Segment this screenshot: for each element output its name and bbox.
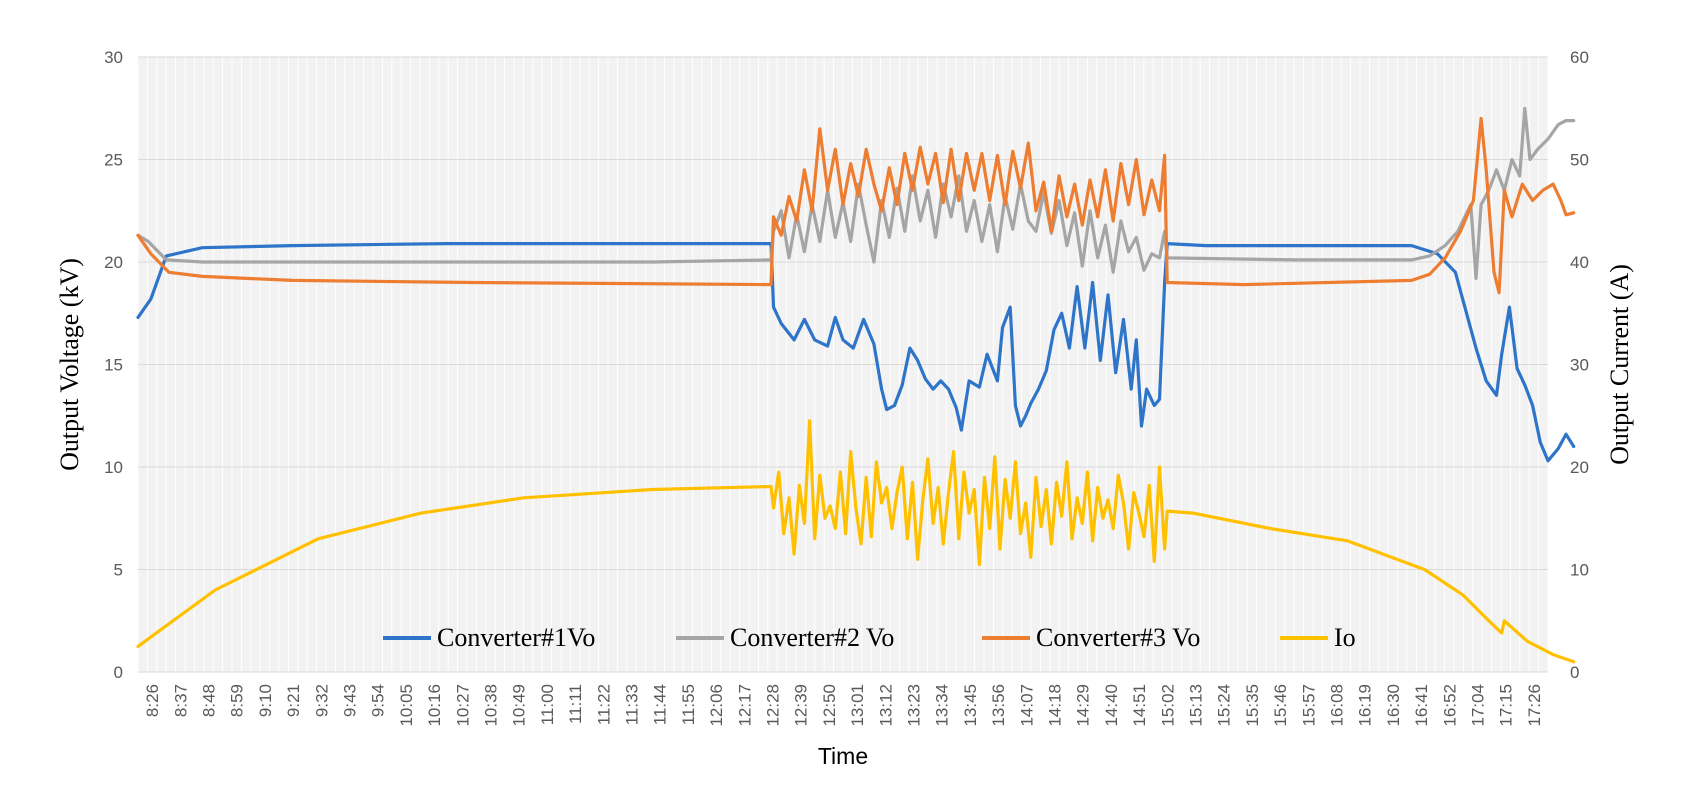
- x-tick-label: 14:40: [1102, 684, 1121, 727]
- x-tick-label: 16:52: [1440, 684, 1459, 727]
- x-tick-label: 15:13: [1187, 684, 1206, 727]
- x-tick-label: 11:22: [594, 684, 613, 725]
- x-tick-label: 11:00: [538, 684, 557, 725]
- x-tick-label: 12:50: [820, 684, 839, 727]
- series-line-converter-2-vo: [136, 106, 1576, 280]
- series-line-converter-3-vo: [136, 116, 1576, 295]
- y-left-tick-label: 5: [114, 561, 123, 580]
- x-tick-label: 16:19: [1356, 684, 1375, 727]
- x-tick-label: 11:11: [566, 684, 585, 724]
- x-tick-label: 16:41: [1412, 684, 1431, 727]
- x-tick-label: 15:57: [1299, 684, 1318, 727]
- x-tick-label: 15:46: [1271, 684, 1290, 727]
- x-tick-label: 13:34: [933, 684, 952, 727]
- x-tick-label: 9:54: [369, 684, 388, 717]
- x-tick-label: 9:43: [341, 684, 360, 717]
- x-tick-label: 10:49: [510, 684, 529, 727]
- x-tick-label: 8:37: [171, 684, 190, 717]
- x-tick-label: 13:01: [848, 684, 867, 727]
- x-tick-label: 17:26: [1525, 684, 1544, 727]
- x-tick-label: 15:35: [1243, 684, 1262, 727]
- x-tick-label: 13:56: [989, 684, 1008, 727]
- x-tick-label: 16:30: [1384, 684, 1403, 727]
- x-tick-label: 9:32: [312, 684, 331, 717]
- x-tick-label: 13:45: [961, 684, 980, 727]
- legend: Converter#1Vo Converter#2 Vo Converter#3 V…: [383, 623, 1356, 652]
- x-axis-title: Time: [818, 743, 868, 769]
- y-left-tick-label: 10: [104, 458, 123, 477]
- x-tick-label: 9:10: [256, 684, 275, 717]
- y-left-tick-label: 0: [114, 663, 123, 682]
- x-tick-label: 10:16: [425, 684, 444, 727]
- y-right-axis-title: Output Current (A): [1605, 264, 1634, 465]
- x-tick-label: 8:48: [200, 684, 219, 717]
- legend-label: Converter#1Vo: [437, 623, 595, 652]
- x-tick-label: 15:02: [1158, 684, 1177, 727]
- y-left-tick-label: 20: [104, 253, 123, 272]
- x-tick-label: 12:06: [707, 684, 726, 727]
- x-tick-label: 13:23: [905, 684, 924, 727]
- x-tick-label: 10:27: [453, 684, 472, 727]
- series-line-io: [136, 419, 1576, 664]
- y-left-tick-label: 30: [104, 48, 123, 67]
- x-tick-label: 8:59: [228, 684, 247, 717]
- y-right-tick-label: 50: [1570, 151, 1589, 170]
- y-left-axis-title: Output Voltage (kV): [55, 258, 84, 471]
- x-tick-label: 14:07: [1017, 684, 1036, 727]
- y-right-tick-label: 60: [1570, 48, 1589, 67]
- x-tick-label: 10:05: [397, 684, 416, 727]
- x-tick-label: 13:12: [876, 684, 895, 727]
- x-tick-label: 10:38: [482, 684, 501, 727]
- x-tick-label: 17:04: [1469, 684, 1488, 727]
- axes: 0 5 10 15 20 25 30 0 10 20 30 40 50 60 8:26 8:37 8:48 8:5…: [55, 48, 1634, 769]
- y-right-tick-label: 30: [1570, 356, 1589, 375]
- x-tick-label: 15:24: [1215, 684, 1234, 727]
- y-right-tick-label: 40: [1570, 253, 1589, 272]
- x-tick-label: 16:08: [1328, 684, 1347, 727]
- x-tick-label: 12:17: [735, 684, 754, 727]
- y-right-tick-label: 0: [1570, 663, 1579, 682]
- grid: [137, 56, 1549, 673]
- y-right-tick-label: 20: [1570, 458, 1589, 477]
- x-tick-label: 9:21: [284, 684, 303, 717]
- series-line-converter-1vo: [136, 242, 1576, 463]
- y-right-tick-label: 10: [1570, 561, 1589, 580]
- x-tick-label: 14:51: [1130, 684, 1149, 727]
- x-tick-label: 11:33: [623, 684, 642, 725]
- x-tick-label: 8:26: [143, 684, 162, 717]
- x-tick-label: 12:28: [764, 684, 783, 727]
- legend-label: Converter#2 Vo: [730, 623, 894, 652]
- y-left-tick-label: 25: [104, 151, 123, 170]
- legend-label: Converter#3 Vo: [1036, 623, 1200, 652]
- legend-label: Io: [1334, 623, 1356, 652]
- series-group: [136, 106, 1576, 664]
- x-tick-label: 11:55: [679, 684, 698, 725]
- x-tick-label: 11:44: [651, 684, 670, 725]
- x-tick-label: 17:15: [1497, 684, 1516, 727]
- x-tick-label: 14:18: [1046, 684, 1065, 727]
- x-tick-label: 12:39: [792, 684, 811, 727]
- y-left-tick-label: 15: [104, 356, 123, 375]
- x-tick-label: 14:29: [1074, 684, 1093, 727]
